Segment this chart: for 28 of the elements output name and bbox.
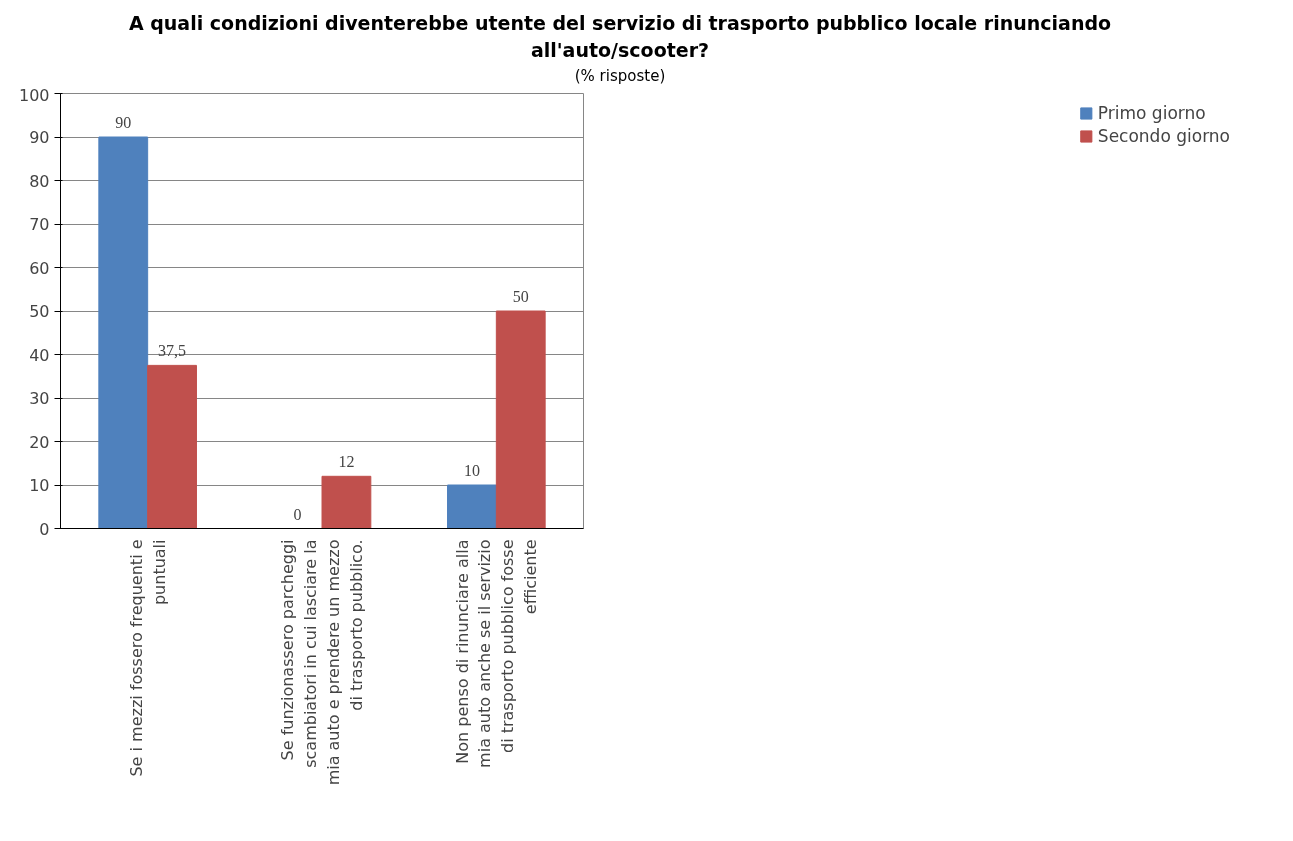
legend-label: Primo giorno xyxy=(1097,102,1206,123)
bar xyxy=(495,310,546,529)
y-tick-label: 0 xyxy=(39,519,50,539)
x-tick-label: Se i mezzi fossero frequenti e puntuali xyxy=(126,539,169,777)
y-tick-label: 70 xyxy=(29,214,50,234)
bar xyxy=(447,484,497,529)
y-tick-label: 80 xyxy=(29,171,50,191)
data-label: 90 xyxy=(115,113,132,131)
bar xyxy=(321,475,372,529)
y-tick-label: 90 xyxy=(29,127,50,147)
y-tick-label: 10 xyxy=(29,475,50,495)
bar xyxy=(147,364,197,529)
bar xyxy=(98,136,149,529)
data-label: 0 xyxy=(293,505,302,523)
y-tick-label: 30 xyxy=(29,388,50,408)
y-tick-label: 50 xyxy=(29,301,50,321)
data-label: 12 xyxy=(338,453,355,470)
y-tick-label: 40 xyxy=(29,345,50,365)
text: (% risposte) xyxy=(574,66,666,88)
data-label: 10 xyxy=(463,461,480,479)
y-tick-label: 60 xyxy=(29,258,50,278)
x-tick-label: Se funzionassero parcheggi scambiatori in cui lasciare la mia auto e prendere un mezzo di trasporto pubblico. xyxy=(278,539,366,786)
y-tick-label: 100 xyxy=(18,85,50,105)
x-tick-label: Non penso di rinunciare alla mia auto anche se il servizio di trasporto pubblico fosse efficiente xyxy=(452,539,541,768)
chart-title: A quali condizioni diventerebbe utente del servizio di trasporto pubblico locale rinunciando all'auto/scooter? xyxy=(127,11,1113,64)
y-tick-label: 20 xyxy=(29,432,50,452)
legend-label: Secondo giorno xyxy=(1097,125,1230,146)
data-label: 50 xyxy=(512,287,529,305)
